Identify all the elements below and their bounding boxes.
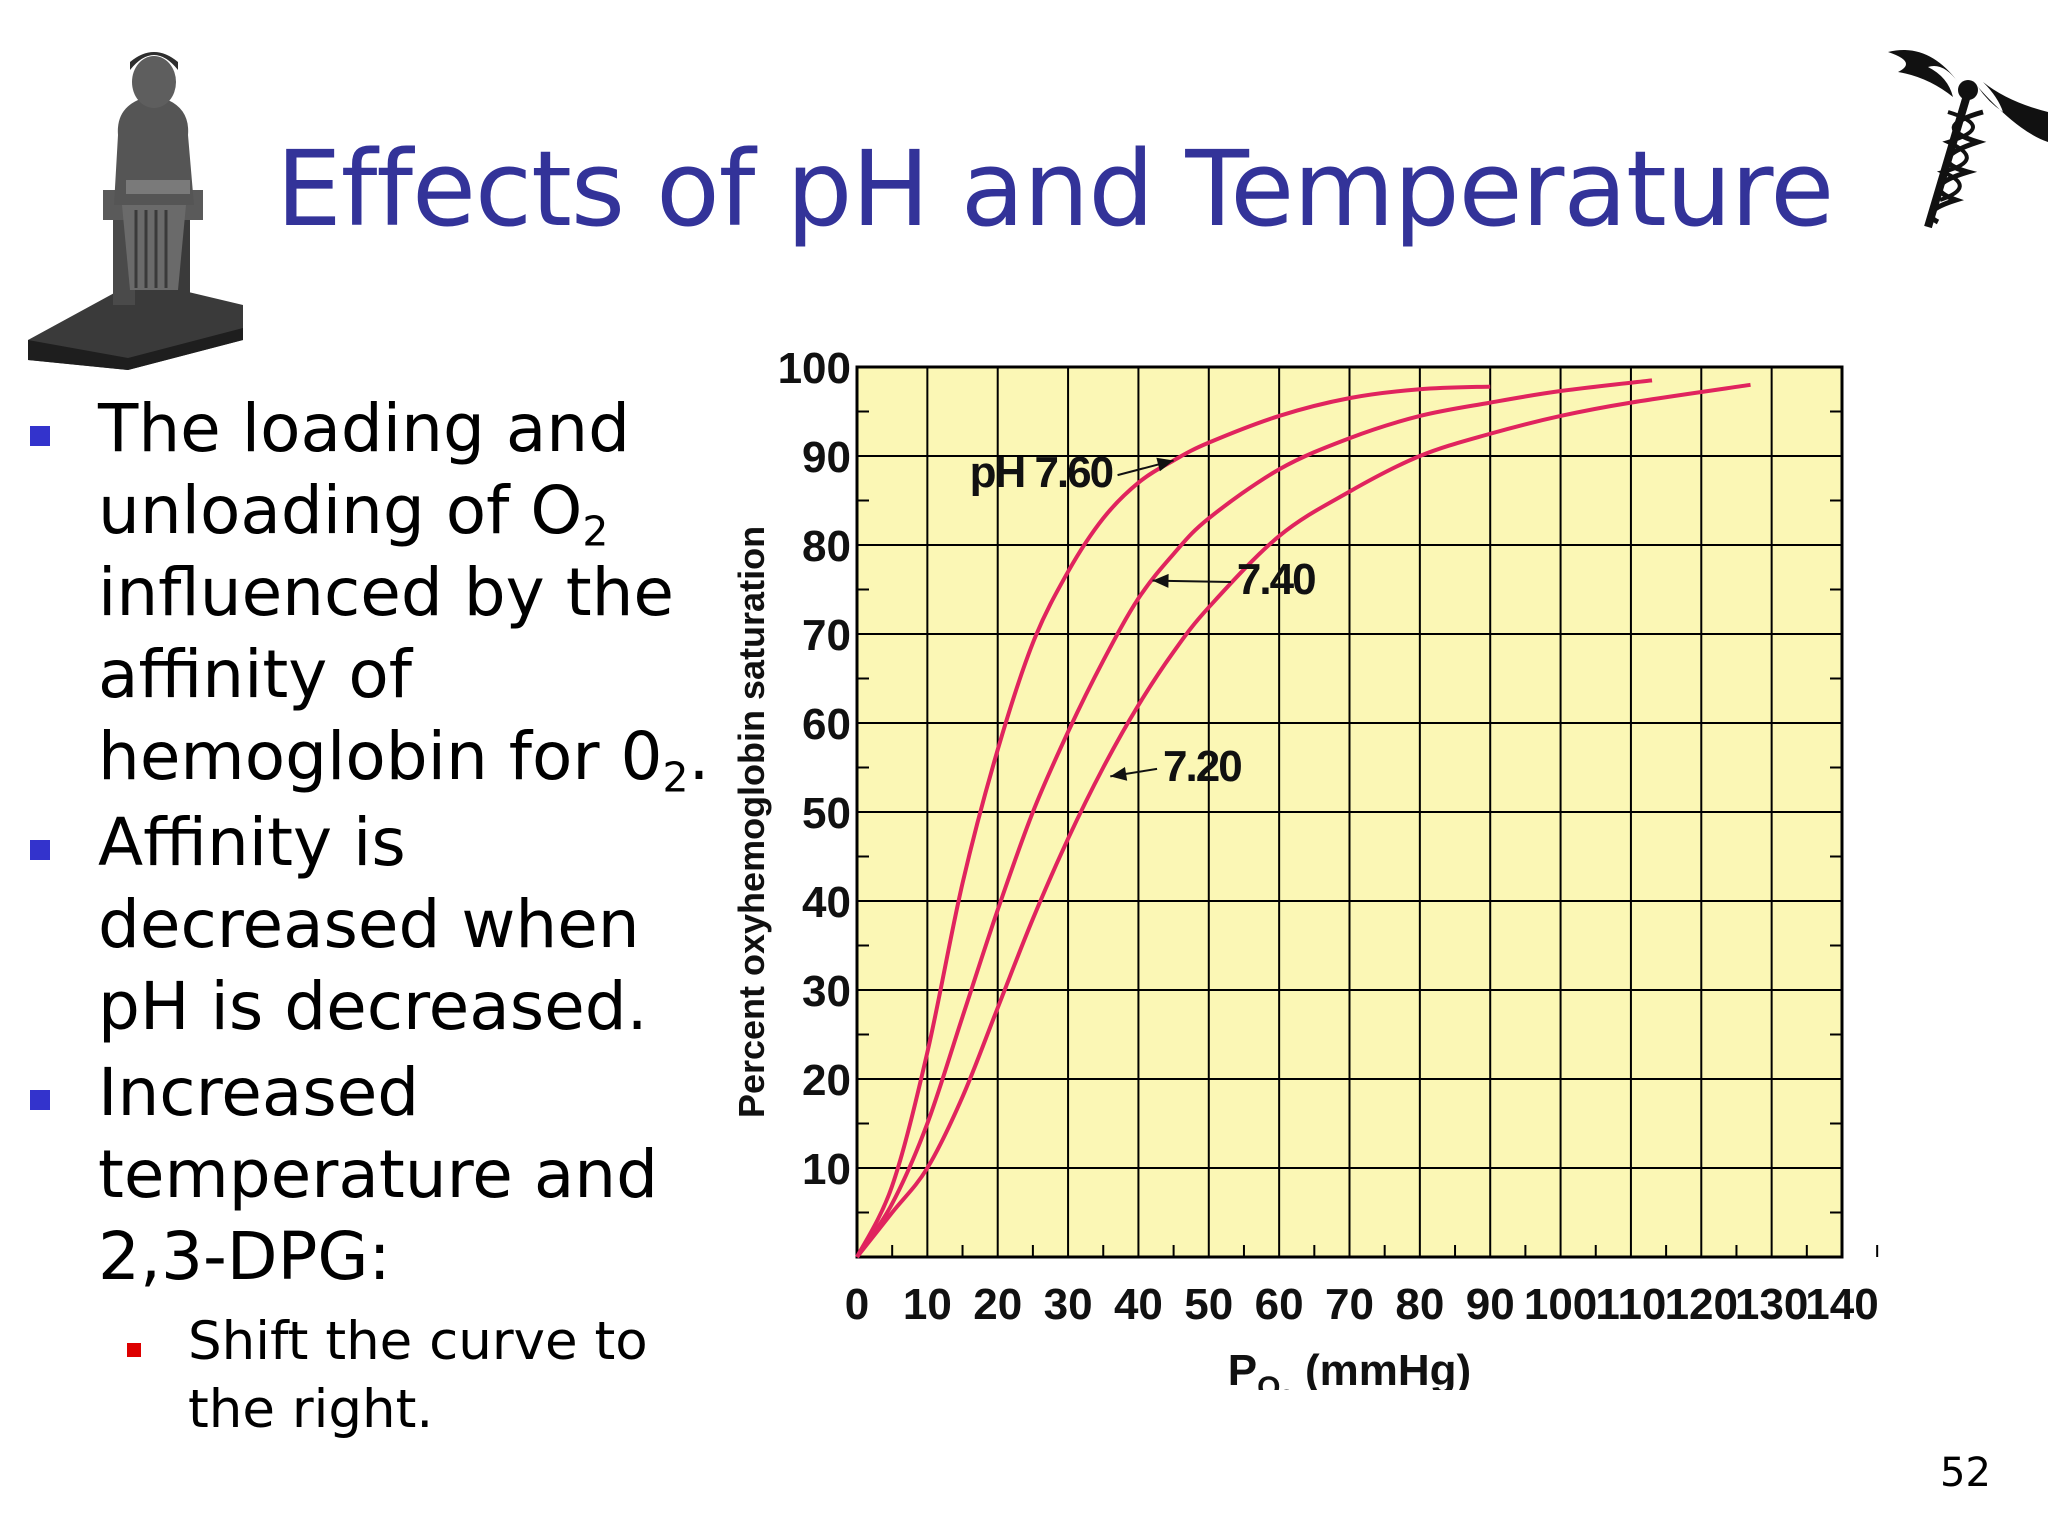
x-tick-label: 100 bbox=[1524, 1280, 1597, 1329]
bullet-marker bbox=[30, 426, 50, 446]
x-tick-label: 60 bbox=[1255, 1280, 1304, 1329]
bullet-item-affinity: Affinity is decreased when pH is decreas… bbox=[20, 802, 710, 1048]
x-tick-label: 90 bbox=[1466, 1280, 1515, 1329]
y-tick-label: 10 bbox=[802, 1145, 851, 1194]
x-tick-label: 10 bbox=[903, 1280, 952, 1329]
sub-bullet-text: Shift the curve to the right. bbox=[188, 1311, 648, 1440]
annotations: pH 7.60 7.40 7.20 bbox=[970, 448, 1318, 791]
y-axis-label: Percent oxyhemoglobin saturation bbox=[731, 526, 772, 1118]
y-tick-label: 90 bbox=[802, 433, 851, 482]
x-axis-label-main: P bbox=[1228, 1346, 1257, 1390]
oxyhemoglobin-dissociation-chart: pH 7.607.407.20 0 10 20 30 40 50 60 70 80 90 10011… bbox=[731, 344, 1879, 1390]
y-tick-label: 40 bbox=[802, 878, 851, 927]
bullet-marker bbox=[30, 1090, 50, 1110]
x-tick-label: 0 bbox=[845, 1280, 869, 1329]
curves bbox=[855, 378, 1751, 1259]
x-axis-label: PO2 (mmHg) bbox=[1228, 1346, 1471, 1390]
curve-ph-7-60 bbox=[855, 384, 1491, 1258]
x-axis-label-rest: (mmHg) bbox=[1293, 1346, 1471, 1390]
subscript: 2 bbox=[582, 507, 609, 556]
caduceus-icon bbox=[1888, 50, 2048, 229]
annotation-arrowhead bbox=[1152, 573, 1169, 588]
x-tick-label: 110 bbox=[1595, 1280, 1666, 1329]
annotation-label: 7.20 bbox=[1163, 742, 1241, 791]
bullet-item-temperature: Increased temperature and 2,3-DPG: bbox=[20, 1052, 710, 1298]
x-axis-label-subsub: 2 bbox=[1281, 1385, 1293, 1390]
sub-bullet-item-shift-right: Shift the curve to the right. bbox=[20, 1308, 710, 1444]
annotation-arrowhead bbox=[1156, 457, 1174, 472]
annotation-label: 7.40 bbox=[1237, 555, 1315, 604]
x-tick-label: 20 bbox=[973, 1280, 1022, 1329]
y-tick-label: 20 bbox=[802, 1056, 851, 1105]
y-tick-label: 70 bbox=[802, 611, 851, 660]
x-tick-label: 120 bbox=[1665, 1280, 1738, 1329]
y-tick-label: 60 bbox=[802, 700, 851, 749]
bullet-text: Affinity is decreased when pH is decreas… bbox=[98, 804, 648, 1045]
seated-scribe-statue-icon bbox=[28, 52, 243, 370]
annotation-label: pH 7.60 bbox=[970, 448, 1113, 497]
bullet-text: The loading and unloading of O bbox=[98, 390, 630, 549]
sub-bullet-marker bbox=[127, 1343, 141, 1357]
page-number: 52 bbox=[1940, 1450, 1991, 1496]
bullet-text: Increased temperature and 2,3-DPG: bbox=[98, 1054, 659, 1295]
x-tick-label: 80 bbox=[1395, 1280, 1444, 1329]
curve-7-40 bbox=[855, 378, 1653, 1259]
x-tick-label: 140 bbox=[1805, 1280, 1878, 1329]
x-tick-label: 130 bbox=[1735, 1280, 1808, 1329]
bullet-text: influenced by the affinity of hemoglobin… bbox=[98, 554, 675, 795]
subscript: 2 bbox=[662, 753, 689, 802]
tick-labels: 0 10 20 30 40 50 60 70 80 90 100110120130140102030… bbox=[778, 344, 1879, 1329]
x-tick-label: 40 bbox=[1114, 1280, 1163, 1329]
y-tick-label: 80 bbox=[802, 522, 851, 571]
slide-title: Effects of pH and Temperature bbox=[276, 128, 1834, 250]
y-tick-label: 30 bbox=[802, 967, 851, 1016]
annotation-arrowhead bbox=[1110, 766, 1128, 781]
bullet-marker bbox=[30, 840, 50, 860]
y-tick-label: 50 bbox=[802, 789, 851, 838]
x-tick-label: 70 bbox=[1325, 1280, 1374, 1329]
x-axis-label-sub: O bbox=[1257, 1371, 1280, 1390]
bullet-text: . bbox=[688, 718, 710, 795]
curve-7-20 bbox=[855, 382, 1751, 1259]
grid-lines bbox=[856, 366, 1879, 1257]
bullet-item-oxygen-loading: The loading and unloading of O2 influenc… bbox=[20, 388, 710, 798]
bullet-list: The loading and unloading of O2 influenc… bbox=[20, 388, 710, 1444]
x-tick-label: 50 bbox=[1184, 1280, 1233, 1329]
y-tick-label: 100 bbox=[778, 344, 851, 393]
x-tick-label: 30 bbox=[1044, 1280, 1093, 1329]
